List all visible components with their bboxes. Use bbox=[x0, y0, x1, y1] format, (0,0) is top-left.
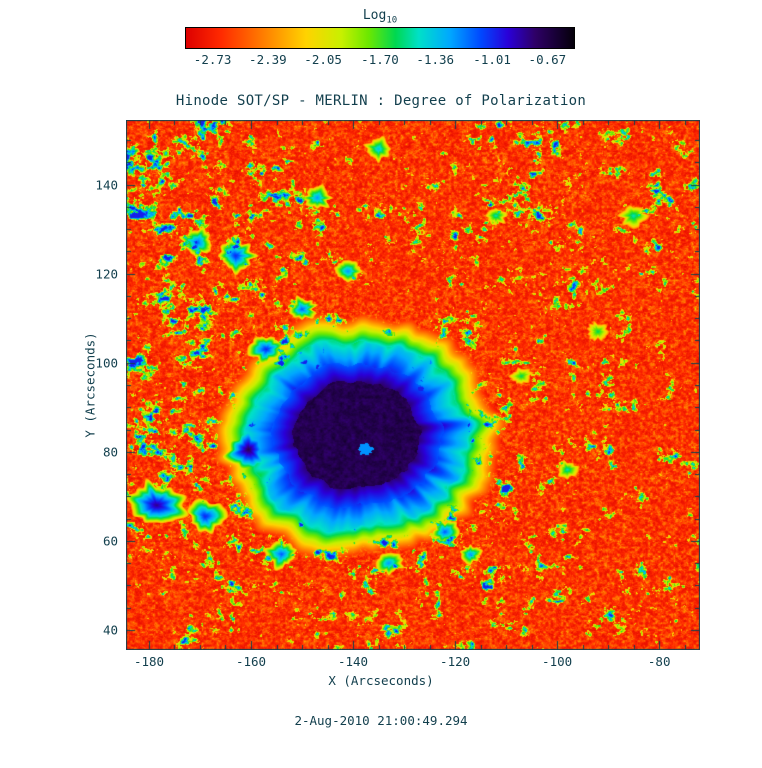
colorbar-gradient bbox=[185, 27, 575, 49]
y-axis-title: Y (Arcseconds) bbox=[82, 332, 98, 438]
x-tick-label: -160 bbox=[235, 654, 267, 669]
x-tick-label: -100 bbox=[542, 654, 573, 669]
colorbar-tick-label: -2.73 bbox=[193, 52, 232, 67]
colorbar-tick-row: -2.73 -2.39 -2.05 -1.70 -1.36 -1.01 -0.67 bbox=[185, 52, 575, 68]
timestamp: 2-Aug-2010 21:00:49.294 bbox=[294, 713, 468, 728]
y-tick-label: 40 bbox=[102, 622, 118, 638]
x-tick-label: -120 bbox=[440, 654, 471, 669]
y-tick-label: 100 bbox=[95, 355, 118, 371]
y-tick-label: 80 bbox=[102, 444, 118, 460]
colorbar-tick-label: -1.70 bbox=[361, 52, 399, 67]
colorbar-title: Log10 bbox=[185, 8, 575, 27]
colorbar-title-text: Log bbox=[362, 8, 387, 23]
x-tick-label: -180 bbox=[133, 654, 165, 669]
colorbar-tick-label: -2.39 bbox=[249, 52, 287, 67]
y-tick-label: 120 bbox=[95, 266, 118, 282]
y-tick-label: 140 bbox=[95, 177, 118, 193]
colorbar-tick-label: -0.67 bbox=[528, 52, 567, 67]
heatmap-canvas bbox=[126, 120, 700, 650]
x-tick-label: -140 bbox=[337, 654, 369, 669]
colorbar-title-subscript: 10 bbox=[386, 15, 398, 26]
x-axis-title: X (Arcseconds) bbox=[328, 673, 434, 688]
colorbar-tick-label: -1.01 bbox=[473, 52, 511, 67]
colorbar-tick-label: -2.05 bbox=[304, 52, 342, 67]
colorbar: Log10 -2.73 -2.39 -2.05 -1.70 -1.36 -1.01 -0.6… bbox=[185, 8, 575, 68]
plot-title: Hinode SOT/SP - MERLIN : Degree of Polar… bbox=[175, 93, 587, 109]
x-tick-label: -80 bbox=[647, 654, 671, 669]
y-axis-tick-labels: 40 60 80 100 120 140 bbox=[0, 120, 118, 650]
x-axis-tick-labels: -180 -160 -140 -120 -100 -80 bbox=[126, 654, 700, 670]
colorbar-tick-label: -1.36 bbox=[416, 52, 455, 67]
y-tick-label: 60 bbox=[102, 533, 118, 549]
plot-area bbox=[126, 120, 700, 650]
